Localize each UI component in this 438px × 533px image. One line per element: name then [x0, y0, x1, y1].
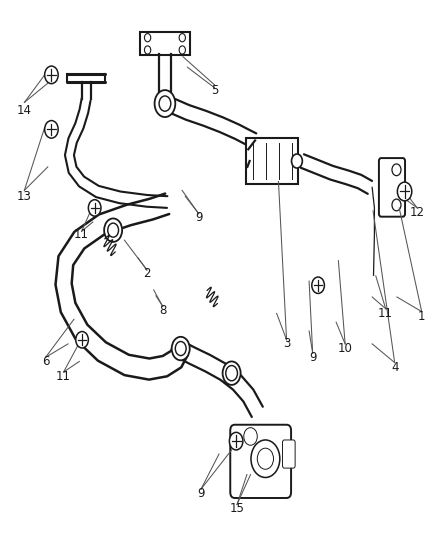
- Circle shape: [159, 96, 171, 111]
- Circle shape: [312, 277, 325, 294]
- Text: 15: 15: [230, 502, 244, 515]
- Text: 9: 9: [195, 211, 202, 224]
- FancyBboxPatch shape: [140, 33, 190, 55]
- Circle shape: [257, 448, 273, 469]
- Circle shape: [392, 164, 401, 176]
- Text: 6: 6: [42, 355, 49, 368]
- Circle shape: [145, 34, 151, 42]
- Text: 14: 14: [17, 104, 32, 117]
- Circle shape: [108, 223, 119, 237]
- Text: 9: 9: [197, 487, 205, 500]
- Text: 4: 4: [391, 361, 399, 374]
- Circle shape: [104, 219, 122, 242]
- Text: 5: 5: [211, 84, 218, 97]
- Text: 11: 11: [74, 228, 89, 241]
- Circle shape: [244, 427, 257, 445]
- Text: 11: 11: [378, 307, 393, 320]
- FancyBboxPatch shape: [379, 158, 405, 217]
- FancyBboxPatch shape: [230, 425, 291, 498]
- Circle shape: [172, 337, 190, 360]
- Text: 12: 12: [410, 206, 425, 219]
- Text: 2: 2: [143, 267, 151, 280]
- Circle shape: [230, 432, 243, 450]
- FancyBboxPatch shape: [283, 440, 295, 468]
- Text: 9: 9: [309, 351, 316, 364]
- Circle shape: [392, 199, 401, 211]
- Circle shape: [397, 182, 412, 201]
- Circle shape: [45, 120, 58, 138]
- Circle shape: [88, 200, 101, 216]
- Circle shape: [145, 46, 151, 54]
- Circle shape: [251, 440, 280, 478]
- Text: 8: 8: [159, 304, 166, 317]
- Circle shape: [45, 66, 58, 84]
- Text: 10: 10: [338, 342, 353, 355]
- Text: 1: 1: [418, 310, 425, 323]
- Circle shape: [226, 366, 237, 381]
- FancyBboxPatch shape: [246, 138, 298, 184]
- Circle shape: [179, 34, 185, 42]
- Circle shape: [179, 46, 185, 54]
- Text: 3: 3: [283, 337, 290, 350]
- Circle shape: [223, 361, 240, 385]
- Circle shape: [175, 342, 186, 356]
- Text: 13: 13: [17, 190, 32, 203]
- Circle shape: [292, 154, 302, 168]
- Text: 11: 11: [56, 370, 71, 383]
- Circle shape: [155, 90, 175, 117]
- Circle shape: [76, 332, 88, 348]
